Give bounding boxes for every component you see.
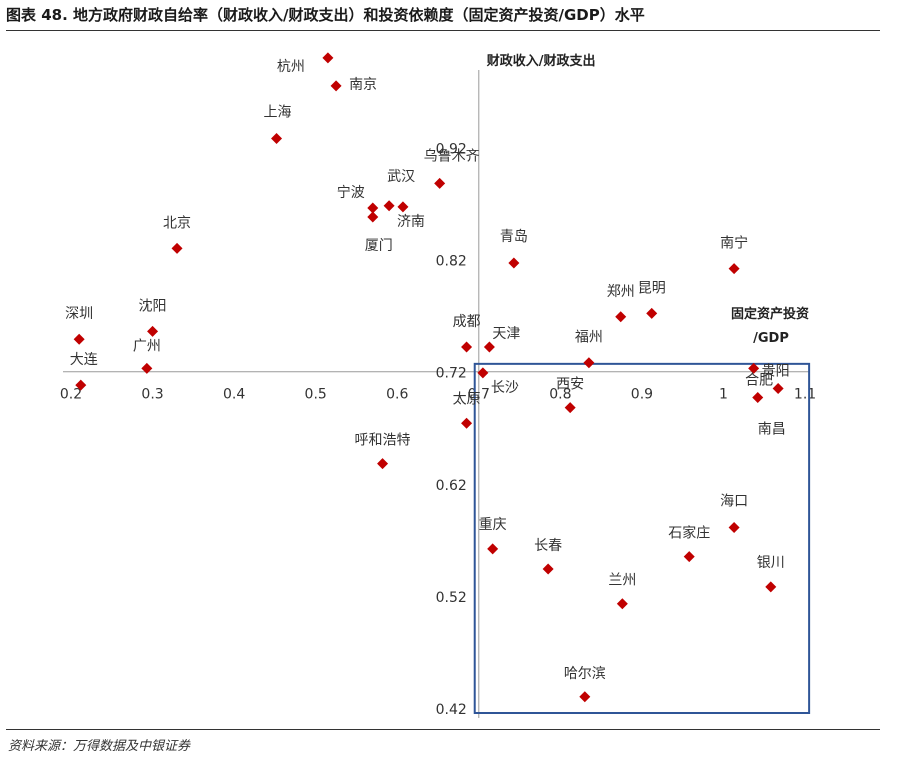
data-point-marker — [477, 367, 489, 379]
data-point-label: 长春 — [534, 538, 562, 554]
y-tick-label: 0.92 — [436, 142, 467, 158]
x-tick-label: 1 — [719, 387, 728, 403]
data-point-label: 郑州 — [607, 284, 635, 300]
data-point-label: 宁波 — [337, 184, 365, 201]
data-point-marker — [75, 379, 87, 391]
y-tick-label: 0.82 — [436, 254, 467, 270]
y-tick-label: 0.62 — [436, 478, 467, 494]
data-point-label: 天津 — [492, 326, 520, 342]
data-point-marker — [542, 563, 554, 575]
data-point-marker — [322, 52, 334, 64]
title-underline — [6, 30, 880, 31]
data-point-marker — [330, 80, 342, 92]
data-point-label: 重庆 — [479, 517, 507, 533]
data-point-marker — [508, 257, 520, 269]
data-point-marker — [367, 211, 379, 223]
data-point-marker — [483, 341, 495, 353]
data-point-label: 成都 — [453, 314, 481, 330]
data-point-label: 上海 — [264, 105, 292, 121]
x-tick-label: 0.5 — [305, 387, 327, 403]
highlight-box — [473, 362, 811, 714]
data-point-label: 杭州 — [277, 59, 305, 75]
data-point-label: 乌鲁木齐 — [424, 148, 480, 164]
x-tick-label: 0.8 — [549, 387, 571, 403]
data-point-marker — [271, 133, 283, 145]
y-tick-label: 0.72 — [436, 366, 467, 382]
data-point-label: 西安 — [556, 377, 584, 393]
data-point-label: 石家庄 — [668, 525, 710, 542]
data-point-label: 呼和浩特 — [355, 433, 411, 449]
data-point-marker — [616, 598, 628, 610]
x-tick-label: 0.6 — [386, 387, 408, 403]
data-point-label: 深圳 — [65, 306, 93, 322]
data-point-label: 南宁 — [720, 235, 748, 252]
data-point-marker — [728, 263, 740, 275]
data-point-marker — [579, 691, 591, 703]
data-point-marker — [434, 177, 446, 189]
data-point-label: 兰州 — [608, 573, 636, 589]
data-point-label: 贵阳 — [762, 363, 790, 379]
data-point-marker — [397, 201, 409, 213]
data-point-label: 银川 — [757, 555, 785, 571]
data-point-marker — [487, 543, 499, 555]
data-point-marker — [367, 202, 379, 214]
data-point-marker — [728, 522, 740, 534]
data-point-marker — [377, 458, 389, 470]
data-point-label: 济南 — [397, 214, 425, 230]
data-point-label: 福州 — [575, 330, 603, 346]
data-point-label: 北京 — [163, 215, 191, 231]
data-point-marker — [171, 242, 183, 254]
data-point-marker — [615, 311, 627, 323]
data-point-label: 南昌 — [758, 421, 786, 437]
data-point-marker — [141, 362, 153, 374]
x-axis-title: /GDP — [753, 331, 789, 346]
data-point-label: 哈尔滨 — [564, 666, 606, 682]
data-point-marker — [752, 391, 764, 403]
data-point-marker — [748, 362, 760, 374]
data-point-label: 昆明 — [638, 280, 666, 296]
data-point-marker — [683, 551, 695, 563]
source-note: 资料来源：万得数据及中银证券 — [8, 739, 191, 754]
data-point-label: 武汉 — [387, 169, 415, 185]
data-point-label: 南京 — [349, 77, 377, 93]
x-tick-label: 0.4 — [223, 387, 245, 403]
data-point-marker — [583, 357, 595, 369]
x-axis-title: 固定资产投资 — [731, 306, 809, 322]
x-tick-label: 0.2 — [60, 387, 82, 403]
data-point-label: 沈阳 — [139, 298, 167, 314]
data-point-marker — [564, 402, 576, 414]
data-point-marker — [765, 581, 777, 593]
data-point-label: 太原 — [453, 391, 481, 407]
data-point-marker — [383, 200, 395, 212]
data-point-marker — [73, 333, 85, 345]
data-point-marker — [461, 341, 473, 353]
source-divider — [6, 729, 880, 730]
data-point-marker — [461, 417, 473, 429]
y-tick-label: 0.42 — [436, 702, 467, 718]
data-point-label: 厦门 — [365, 238, 393, 254]
y-axis-title: 财政收入/财政支出 — [487, 53, 596, 69]
data-point-marker — [772, 383, 784, 395]
x-tick-label: 0.9 — [631, 387, 653, 403]
x-tick-label: 0.7 — [468, 387, 490, 403]
y-tick-label: 0.52 — [436, 590, 467, 606]
data-point-marker — [646, 307, 658, 319]
data-point-label: 长沙 — [491, 380, 519, 396]
x-tick-label: 1.1 — [794, 387, 816, 403]
data-point-marker — [147, 325, 159, 337]
data-point-label: 海口 — [720, 494, 748, 510]
data-point-label: 青岛 — [500, 229, 528, 245]
data-point-label: 大连 — [70, 352, 98, 368]
x-tick-label: 0.3 — [141, 387, 163, 403]
data-point-label: 广州 — [133, 338, 161, 354]
data-point-label: 合肥 — [745, 373, 773, 389]
chart-title: 图表 48. 地方政府财政自给率（财政收入/财政支出）和投资依赖度（固定资产投资… — [6, 6, 645, 24]
